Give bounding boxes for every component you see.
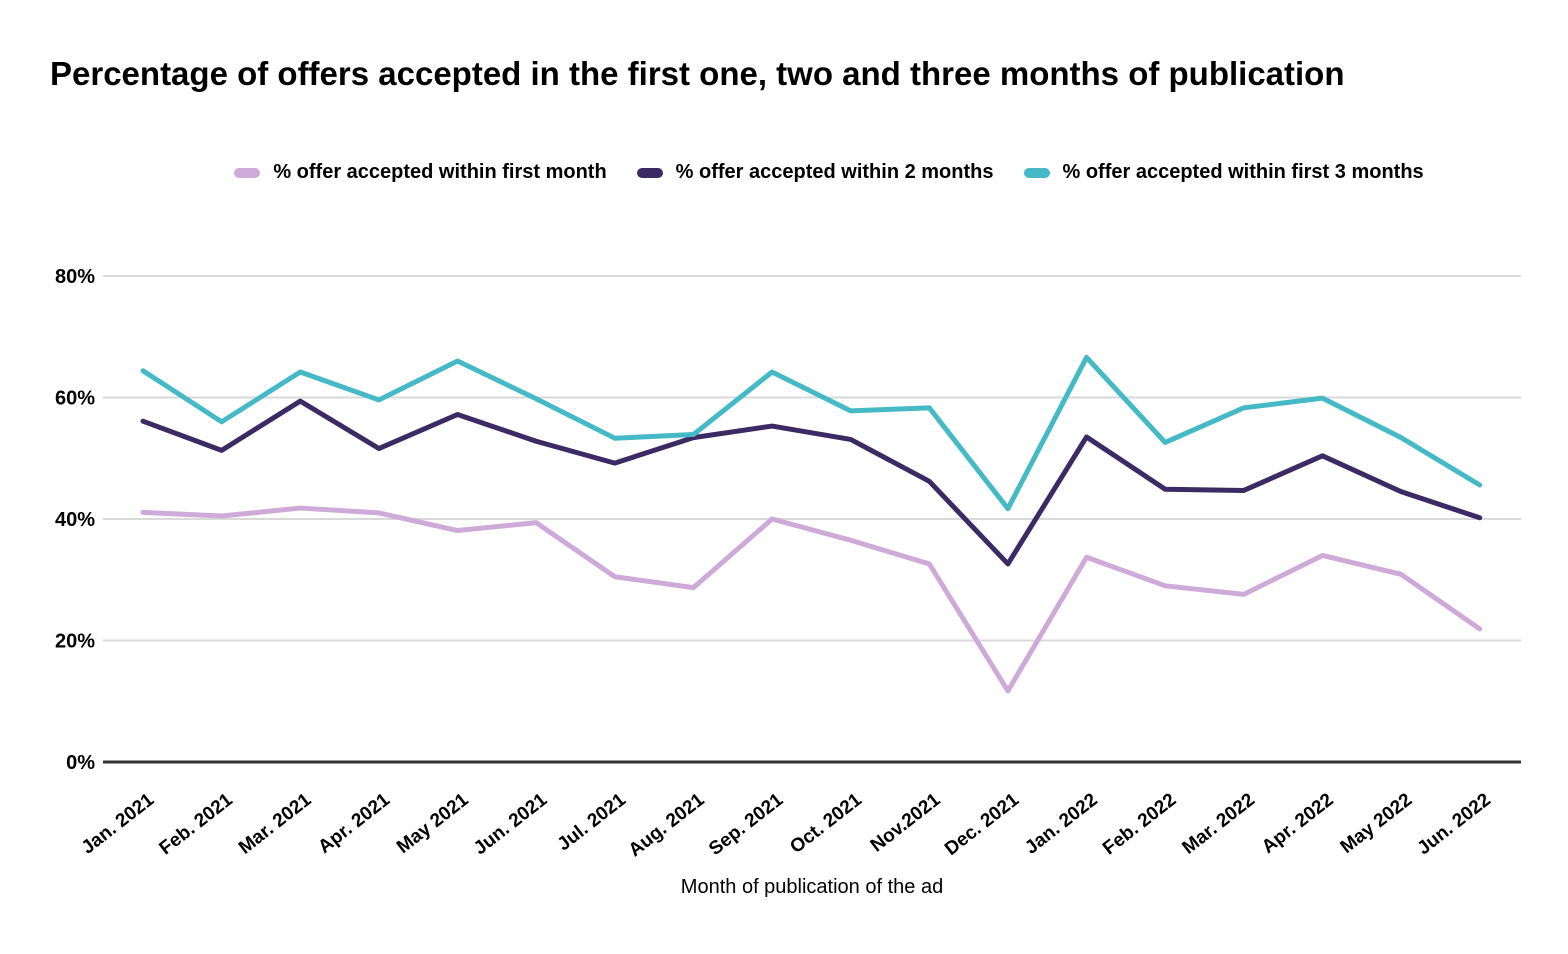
legend-item-two-months: % offer accepted within 2 months — [636, 161, 994, 184]
y-axis-tick-label: 0% — [66, 752, 95, 774]
x-axis-tick-label: Jan. 2022 — [1021, 789, 1101, 858]
legend-swatch-first-month — [234, 167, 261, 178]
chart-legend: % offer accepted within first month % of… — [90, 161, 1568, 184]
x-axis-tick-label: Feb. 2022 — [1099, 789, 1180, 859]
legend-label-two-months: % offer accepted within 2 months — [675, 161, 994, 183]
x-axis-tick-label: Jan. 2021 — [78, 789, 159, 858]
legend-swatch-two-months — [636, 167, 663, 178]
x-axis-tick-label: May 2022 — [1337, 789, 1417, 858]
x-axis-title: Month of publication of the ad — [680, 876, 944, 898]
x-axis-tick-label: Nov.2021 — [867, 789, 945, 856]
legend-swatch-three-months — [1023, 167, 1050, 178]
x-axis-tick-label: Apr. 2022 — [1258, 789, 1338, 858]
series-line-three-months — [140, 354, 1483, 512]
x-axis-tick-label: Mar. 2022 — [1179, 789, 1259, 858]
y-axis-tick-label: 80% — [55, 266, 95, 288]
x-axis-tick-label: Oct. 2021 — [786, 789, 866, 858]
x-axis-tick-label: Sep. 2021 — [705, 789, 787, 860]
y-axis-tick-label: 20% — [55, 631, 95, 653]
legend-item-first-month: % offer accepted within first month — [234, 161, 607, 184]
y-axis-tick-label: 60% — [55, 388, 95, 410]
y-axis-tick-label: 40% — [55, 509, 95, 531]
x-axis-tick-label: Jul. 2021 — [554, 789, 631, 855]
x-axis-tick-label: Apr. 2021 — [314, 789, 394, 858]
series-line-first-month — [140, 505, 1483, 694]
x-axis-tick-label: Jun. 2022 — [1414, 789, 1495, 859]
x-axis-tick-label: Dec. 2021 — [941, 789, 1023, 860]
x-axis-tick-label: Mar. 2021 — [235, 789, 316, 858]
x-axis-tick-label: Feb. 2021 — [156, 789, 238, 859]
legend-item-three-months: % offer accepted within first 3 months — [1023, 161, 1424, 184]
x-axis-tick-label: Jun. 2021 — [470, 789, 552, 859]
chart-title: Percentage of offers accepted in the fir… — [50, 55, 1345, 92]
x-axis-tick-label: Aug. 2021 — [625, 789, 709, 861]
legend-label-three-months: % offer accepted within first 3 months — [1062, 161, 1424, 183]
series-line-two-months — [140, 398, 1483, 567]
x-axis-tick-label: May 2021 — [393, 789, 473, 858]
legend-label-first-month: % offer accepted within first month — [273, 161, 607, 183]
